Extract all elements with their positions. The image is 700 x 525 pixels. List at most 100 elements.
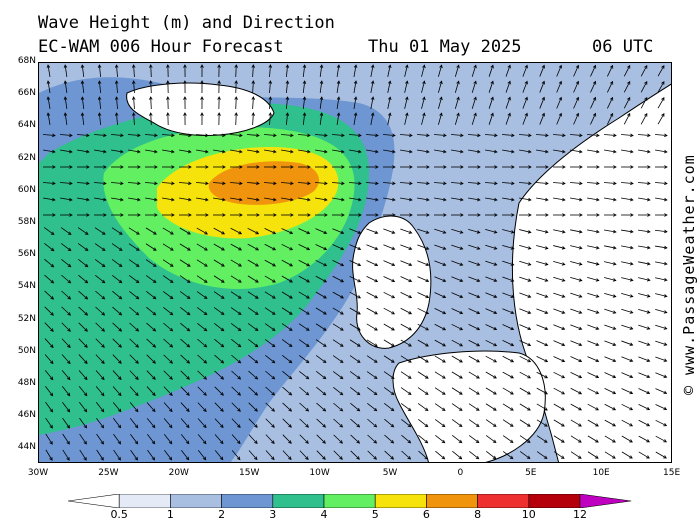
wave-arrow-head	[169, 295, 174, 300]
wave-arrow	[179, 243, 191, 251]
wave-arrow	[78, 290, 88, 300]
wave-arrow-head	[84, 344, 88, 348]
wave-arrow-head	[578, 197, 583, 202]
wave-arrow-head	[391, 359, 395, 363]
wave-arrow	[95, 386, 105, 396]
wave-arrow	[621, 229, 633, 233]
longitude-label: 0	[457, 468, 464, 478]
wave-arrow	[336, 113, 340, 125]
wave-arrow	[590, 97, 596, 109]
wave-arrow	[45, 386, 53, 396]
wave-arrow-head	[561, 439, 565, 443]
wave-arrow-head	[152, 327, 157, 332]
wave-arrow-head	[579, 133, 583, 138]
wave-arrow-head	[644, 80, 648, 85]
wave-arrow-head	[544, 262, 549, 266]
wave-arrow	[332, 149, 344, 153]
wave-arrow	[269, 96, 271, 110]
longitude-label: 15E	[663, 468, 681, 478]
wave-arrow-head	[285, 64, 290, 68]
wave-arrow-head	[374, 295, 379, 299]
wave-arrow	[214, 370, 224, 380]
wave-arrow	[655, 451, 667, 459]
wave-arrow	[212, 134, 226, 136]
wave-arrow-head	[541, 80, 545, 85]
wave-arrow	[370, 81, 374, 93]
wave-arrow-head	[493, 407, 497, 411]
wave-arrow	[145, 259, 157, 267]
legend-swatch	[221, 494, 274, 508]
wave-arrow	[536, 260, 548, 266]
wave-arrow-head	[612, 390, 617, 395]
wave-arrow	[161, 182, 175, 184]
wave-arrow	[366, 276, 378, 282]
wave-arrow	[400, 371, 412, 379]
wave-arrow-head	[494, 133, 498, 138]
wave-arrow	[145, 149, 157, 153]
wave-arrow	[79, 449, 87, 461]
wave-arrow-head	[149, 64, 153, 68]
wave-arrow	[471, 65, 477, 77]
wave-arrow	[570, 276, 582, 282]
wave-arrow-head	[578, 294, 583, 298]
wave-arrow	[621, 293, 633, 297]
wave-arrow	[62, 401, 70, 413]
wave-arrow-head	[646, 245, 651, 250]
wave-arrow-head	[101, 360, 105, 364]
wave-arrow	[332, 275, 344, 283]
wave-arrow	[536, 403, 548, 411]
wave-arrow-head	[561, 326, 566, 330]
wave-arrow	[281, 323, 293, 331]
wave-arrow	[128, 227, 140, 235]
wave-arrow	[536, 245, 548, 249]
legend-label: 8	[474, 508, 482, 521]
wave-arrow	[552, 134, 566, 136]
wave-arrow	[655, 388, 667, 394]
wave-arrow	[95, 274, 105, 284]
wave-arrow-head	[251, 80, 256, 84]
wave-arrow-head	[561, 423, 565, 427]
wave-arrow-head	[323, 327, 327, 331]
wave-arrow	[603, 134, 617, 136]
wave-arrow	[607, 81, 613, 93]
wave-arrow	[319, 113, 323, 125]
wave-arrow-head	[422, 112, 426, 117]
wave-arrow-head	[527, 197, 532, 202]
wave-arrow-head	[273, 133, 277, 138]
wave-arrow	[95, 338, 105, 348]
wave-arrow	[387, 113, 391, 125]
wave-arrow-head	[544, 197, 549, 202]
wave-arrow-head	[595, 358, 600, 363]
wave-arrow	[94, 197, 106, 201]
wave-arrow-head	[188, 213, 192, 217]
wave-arrow	[78, 259, 88, 267]
wave-arrow	[96, 433, 104, 445]
wave-arrow	[246, 134, 260, 136]
wave-arrow	[133, 96, 135, 110]
wave-arrow	[501, 182, 515, 184]
wave-arrow-head	[439, 96, 443, 101]
longitude-label: 25W	[98, 468, 119, 478]
wave-arrow-head	[595, 310, 600, 314]
wave-arrow-head	[509, 423, 514, 427]
wave-arrow-head	[339, 424, 344, 428]
wave-arrow-head	[562, 133, 566, 138]
wave-arrow-head	[373, 456, 377, 460]
wave-arrow	[230, 243, 242, 251]
wave-arrow	[438, 65, 442, 77]
wave-arrow	[604, 419, 616, 427]
wave-arrow-head	[663, 294, 668, 298]
wave-arrow	[112, 386, 122, 396]
wave-arrow-head	[83, 424, 88, 429]
wave-arrow	[418, 434, 428, 444]
wave-arrow-head	[153, 231, 157, 235]
wave-arrow-head	[237, 295, 242, 299]
wave-arrow	[315, 275, 327, 283]
wave-arrow-head	[289, 263, 294, 267]
wave-arrow-head	[46, 112, 51, 117]
wave-arrow-head	[49, 408, 54, 413]
wave-arrow	[112, 370, 122, 380]
wave-arrow-head	[101, 263, 106, 268]
wave-arrow	[61, 274, 71, 284]
wave-arrow-head	[134, 456, 138, 461]
